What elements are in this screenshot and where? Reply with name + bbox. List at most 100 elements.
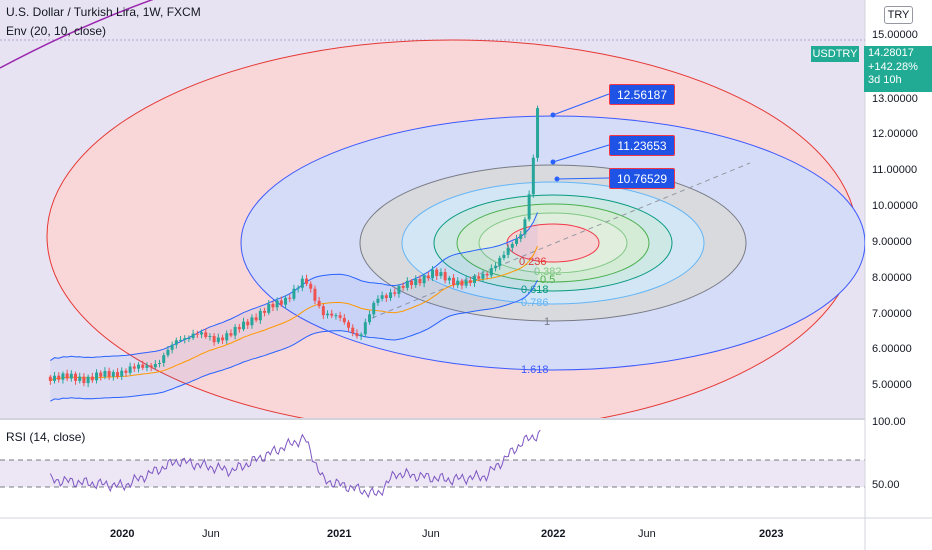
candle-body [233, 326, 237, 336]
candle-body [107, 370, 111, 377]
candle-body [296, 287, 300, 289]
candle-body [288, 297, 292, 299]
y-tick-8: 8.00000 [872, 272, 912, 284]
candle-body [254, 317, 258, 321]
candle-body [389, 292, 393, 299]
callout-3-connector [556, 177, 610, 180]
candle-body [162, 355, 166, 363]
candle-body [145, 365, 149, 368]
candle-body [473, 276, 477, 284]
candle-body [242, 321, 246, 330]
rsi-band [0, 460, 865, 487]
x-tick-2021: 2021 [327, 528, 352, 540]
currency-button[interactable]: TRY [884, 6, 913, 24]
candle-body [460, 280, 464, 286]
callout-1[interactable]: 12.56187 [609, 84, 675, 105]
candle-body [435, 269, 439, 277]
fib-label-1: 1 [544, 316, 550, 328]
candle-body [342, 317, 346, 323]
candle-body [363, 322, 367, 335]
candle-body [485, 273, 489, 276]
callout-3[interactable]: 10.76529 [609, 168, 675, 189]
candle-body [515, 238, 519, 244]
callout-1-anchor[interactable] [550, 112, 556, 118]
candle-body [183, 338, 187, 340]
candle-body [313, 288, 317, 301]
candle-body [200, 332, 204, 335]
candle-body [418, 278, 422, 284]
candle-body [347, 322, 351, 328]
candle-body [99, 372, 103, 377]
candle-body [523, 219, 527, 235]
x-tick-jun-2020: Jun [202, 528, 220, 540]
price-tag: 14.28017 +142.28% 3d 10h [864, 46, 932, 92]
candle-body [74, 373, 78, 381]
candle-body [48, 376, 52, 381]
candle-body [69, 373, 73, 379]
candle-body [326, 313, 330, 316]
candle-body [187, 338, 191, 340]
candle-body [531, 157, 535, 195]
x-tick-2023: 2023 [759, 528, 784, 540]
candle-body [170, 344, 174, 350]
y-tick-5: 5.00000 [872, 379, 912, 391]
candle-body [384, 295, 388, 299]
candle-body [443, 272, 447, 281]
candle-body [95, 372, 99, 381]
candle-body [410, 280, 414, 286]
callout-3-anchor[interactable] [554, 176, 560, 182]
x-tick-2022: 2022 [541, 528, 566, 540]
candle-body [393, 292, 397, 294]
candle-body [351, 327, 355, 334]
candle-body [225, 333, 229, 341]
candle-body [258, 310, 262, 321]
candle-body [292, 288, 296, 299]
candle-body [86, 376, 90, 384]
candle-body [338, 315, 342, 318]
rsi-tick-100: 100.00 [872, 416, 906, 428]
y-tick-13: 13.00000 [872, 93, 918, 105]
candle-body [153, 363, 157, 368]
candle-body [212, 335, 216, 343]
candle-body [305, 278, 309, 284]
candle-body [250, 317, 254, 326]
y-tick-12: 12.00000 [872, 128, 918, 140]
candle-body [477, 276, 481, 279]
candle-body [124, 370, 128, 373]
callout-2-anchor[interactable] [550, 159, 556, 165]
callout-2[interactable]: 11.23653 [609, 135, 675, 156]
envelope-lower-line [50, 279, 538, 402]
y-tick-15: 15.00000 [872, 29, 918, 41]
candle-body [452, 277, 456, 286]
rsi-label[interactable]: RSI (14, close) [6, 430, 86, 444]
candle-body [414, 278, 418, 286]
candle-body [137, 364, 141, 369]
last-price: 14.28017 [868, 47, 914, 59]
candle-body [456, 280, 460, 286]
callout-2-connector [552, 144, 610, 163]
candle-body [498, 258, 502, 266]
indicator-label[interactable]: Env (20, 10, close) [6, 24, 107, 38]
y-tick-7: 7.00000 [872, 308, 912, 320]
candle-body [116, 372, 120, 377]
candle-body [397, 286, 401, 294]
candle-body [439, 272, 443, 277]
candle-body [221, 337, 225, 341]
y-tick-11: 11.00000 [872, 164, 918, 176]
candle-body [494, 265, 498, 269]
candle-body [300, 278, 304, 288]
candle-body [330, 313, 334, 316]
candle-body [422, 275, 426, 284]
x-tick-jun-2022: Jun [638, 528, 656, 540]
candle-body [279, 300, 283, 305]
symbol-tag: USDTRY [811, 46, 859, 62]
candle-body [401, 286, 405, 288]
candle-body [158, 362, 162, 364]
rsi-tick-50: 50.00 [872, 479, 900, 491]
candle-body [372, 302, 376, 315]
candle-body [229, 333, 233, 336]
bar-countdown: 3d 10h [868, 74, 902, 86]
candle-body [57, 375, 61, 380]
pane-separator[interactable] [0, 418, 865, 420]
